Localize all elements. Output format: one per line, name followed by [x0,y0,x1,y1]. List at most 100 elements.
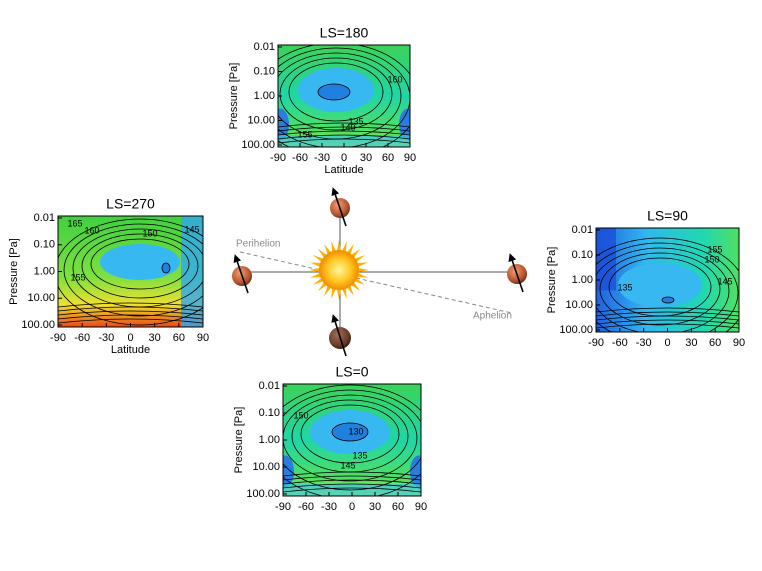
contour-label: 130 [348,426,363,436]
x-tick-label: 30 [369,501,381,513]
sun [319,250,359,290]
contour-line [90,238,190,290]
contour-line [596,323,739,329]
sun-ray [310,262,323,268]
sun-ray [331,241,337,254]
contour-line [58,306,203,312]
contour-line [283,483,421,489]
x-tick-label: 90 [404,152,416,164]
x-tick-label: -30 [636,337,652,349]
contour-line [63,223,203,317]
contour-label: 155 [707,244,722,254]
panel-title: LS=0 [335,364,368,380]
contour-line [278,138,410,144]
contour-line [81,233,199,299]
y-tick-label: 100.00 [246,488,280,500]
spin-axis [508,253,524,293]
contour-label: 165 [67,218,82,228]
field-region [100,244,180,280]
field-region [331,422,369,442]
spin-axis [233,254,249,294]
y-axis-label: Pressure [Pa] [228,63,240,130]
x-tick-label: 90 [733,337,745,349]
x-tick-label: 60 [709,337,721,349]
contour-label: 140 [340,122,355,132]
orbit-diagram: Perihelion Aphelion [232,187,527,357]
field-region [278,135,410,147]
contour-line [596,319,739,325]
y-tick-label: 0.01 [572,224,593,236]
y-tick-label: 10.00 [565,299,593,311]
contour-label: 135 [352,450,367,460]
field-region [410,455,421,488]
x-tick-label: -60 [74,332,90,344]
y-tick-label: 0.01 [259,380,280,392]
contour-line [599,252,721,326]
x-axis-label: Latitude [111,344,150,356]
contour-line [283,475,421,481]
y-tick-label: 1.00 [572,274,593,286]
contour-label: 145 [184,224,199,234]
contour-label: 155 [297,129,312,139]
contour-line [300,404,400,464]
contour-line [596,237,739,332]
x-tick-label: 30 [360,152,372,164]
panel-title: LS=180 [320,25,369,41]
contour-label: 145 [340,460,355,470]
x-tick-label: 60 [382,152,394,164]
field-region [317,83,351,101]
contour-line [283,479,421,485]
apsis-line [239,251,513,314]
contour-label: 160 [387,74,402,84]
x-tick-label: 90 [415,501,427,513]
contour-line [58,218,203,326]
contour-line [596,311,739,317]
y-axis-label: Pressure [Pa] [233,407,245,474]
contour-line [278,134,410,140]
panel-title: LS=90 [647,208,688,224]
contour-line [596,315,739,321]
y-axis-label: Pressure [Pa] [546,247,558,314]
plot-area [278,45,410,147]
contour-line [283,394,418,482]
sun-ray [309,267,322,273]
x-axis-label: Latitude [324,164,363,176]
contour-label: 150 [704,254,719,264]
sun-ray [341,241,347,254]
sun-ray [336,287,342,300]
x-tick-label: -90 [588,337,604,349]
contour-line [596,307,739,313]
y-tick-label: 1.00 [259,434,280,446]
sun-ray [341,286,347,299]
field-region [181,216,203,327]
contour-label: 150 [293,410,308,420]
contour-line [278,122,410,128]
contour-label: 135 [617,282,632,292]
y-tick-label: 0.01 [254,41,275,53]
y-tick-label: 0.10 [254,65,275,77]
field-region [661,296,675,304]
x-tick-label: -90 [275,501,291,513]
plot-area [596,228,739,332]
contour-line [283,487,421,493]
contour-label: 135 [348,116,363,126]
x-tick-label: 0 [664,337,670,349]
sun-ray [310,272,323,278]
plot-area [58,216,203,327]
x-tick-label: -30 [321,501,337,513]
y-axis-label: Pressure [Pa] [8,238,20,305]
x-tick-label: 60 [173,332,185,344]
y-tick-label: 100.00 [559,324,593,336]
sun-ray [336,240,342,253]
sun-ray [355,262,368,268]
y-tick-label: 0.10 [34,239,55,251]
x-tick-label: 60 [392,501,404,513]
x-tick-label: -60 [292,152,308,164]
contour-line [278,47,410,147]
panels: 135140155160LS=1800.010.101.0010.00100.0… [8,25,745,513]
contour-line [58,314,203,320]
field-region [618,263,702,307]
perihelion-label: Perihelion [236,239,280,250]
